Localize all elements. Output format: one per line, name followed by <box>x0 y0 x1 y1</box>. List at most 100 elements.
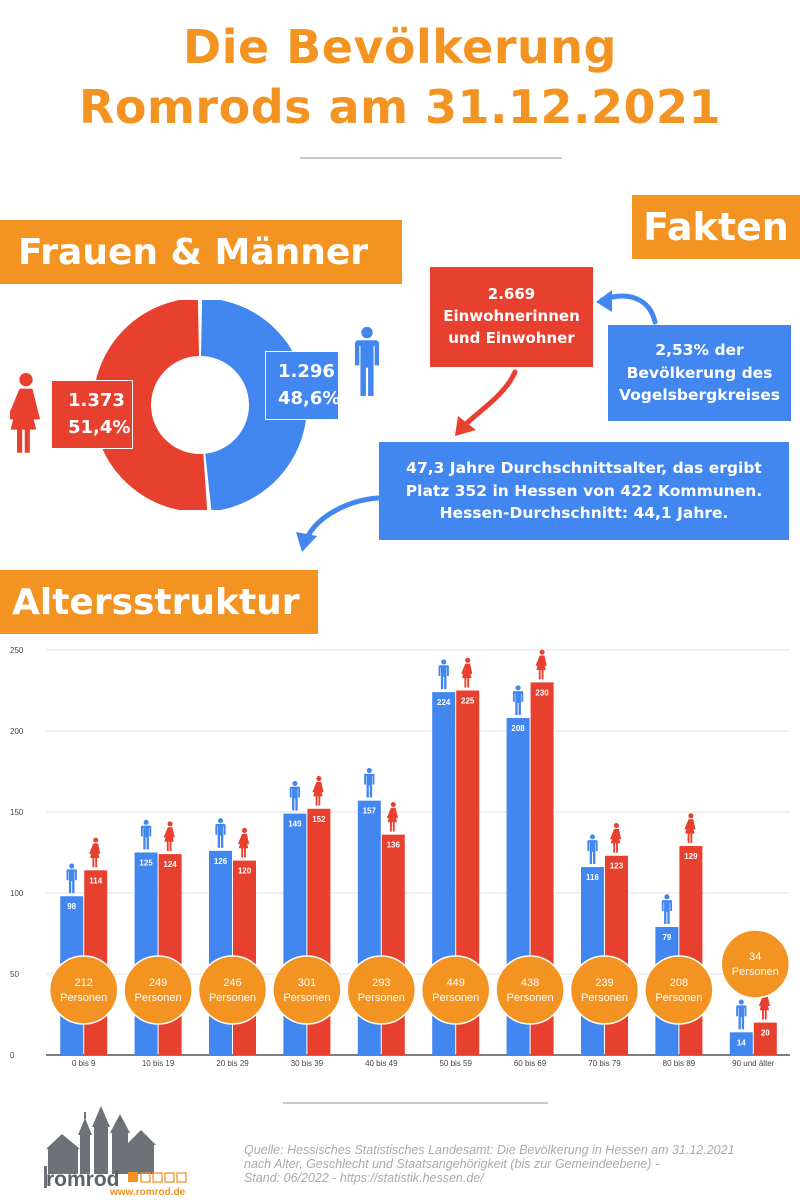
women-count: 1.373 <box>68 390 125 412</box>
castle-icon <box>46 1106 156 1174</box>
total-unit: Personen <box>283 992 330 1004</box>
fact-age-line-1: 47,3 Jahre Durchschnittsalter, das ergib… <box>406 459 762 478</box>
woman-icon <box>461 657 473 688</box>
total-unit: Personen <box>209 992 256 1004</box>
x-tick-label: 40 bis 49 <box>365 1059 398 1068</box>
bar-value-label: 208 <box>511 724 525 733</box>
woman-icon <box>237 827 250 858</box>
bar-value-label: 79 <box>662 933 671 942</box>
total-unit: Personen <box>581 992 628 1004</box>
total-badge <box>495 955 565 1025</box>
page-title-line-2: Romrods am 31.12.2021 <box>78 80 722 134</box>
divider-bottom <box>283 1102 548 1104</box>
total-value: 239 <box>595 977 613 989</box>
fact-total-population: 2.669 Einwohnerinnen und Einwohner <box>430 267 593 367</box>
total-unit: Personen <box>358 992 405 1004</box>
bar <box>729 1032 753 1055</box>
section-title-age: Altersstruktur <box>0 570 318 634</box>
total-badge <box>346 955 417 1025</box>
total-value: 208 <box>670 977 688 989</box>
fact-total-line-3: und Einwohner <box>448 328 575 347</box>
divider-top <box>300 157 562 159</box>
donut-label-women: 1.373 51,4% <box>51 380 133 449</box>
bar-value-label: 157 <box>363 807 377 816</box>
arrow-total-to-age <box>462 369 518 428</box>
fact-share-line-3: Vogelsbergkreises <box>618 386 781 405</box>
y-tick-label: 100 <box>10 889 24 898</box>
source-line-3: Stand: 06/2022 - https://statistik.hesse… <box>244 1171 484 1186</box>
total-value: 438 <box>521 977 539 989</box>
y-tick-label: 250 <box>10 646 24 655</box>
bar-value-label: 120 <box>238 867 252 876</box>
men-percent: 48,6% <box>278 387 341 409</box>
total-badge <box>420 955 491 1025</box>
bar <box>753 1022 777 1055</box>
arrow-share-to-total-head <box>596 290 612 312</box>
arrow-age-to-structure-head <box>296 532 317 552</box>
fact-average-age: 47,3 Jahre Durchschnittsalter, das ergib… <box>379 442 789 540</box>
arrow-total-to-age-head <box>455 416 476 436</box>
source-line-2: nach Alter, Geschlecht und Staatsangehör… <box>244 1157 660 1172</box>
y-tick-label: 0 <box>10 1051 15 1060</box>
bar-value-label: 20 <box>761 1029 770 1038</box>
donut-label-men: 1.296 48,6% <box>265 351 341 420</box>
arrow-age-to-structure <box>304 495 381 541</box>
total-badge <box>48 955 119 1025</box>
total-value: 249 <box>149 977 167 989</box>
logo-squares <box>128 1172 187 1183</box>
bar <box>158 854 182 1055</box>
man-icon <box>364 767 375 798</box>
total-badge <box>569 955 640 1025</box>
woman-icon <box>312 776 324 806</box>
total-unit: Personen <box>507 992 554 1004</box>
total-unit: Personen <box>135 992 182 1004</box>
bar-value-label: 124 <box>163 860 177 869</box>
women-percent: 51,4% <box>68 416 131 438</box>
total-badge <box>123 955 193 1025</box>
woman-icon <box>163 821 175 852</box>
bar-value-label: 116 <box>586 873 599 882</box>
x-tick-label: 20 bis 29 <box>216 1059 249 1068</box>
fact-age-line-2: Platz 352 in Hessen von 422 Kommunen. <box>405 481 763 500</box>
bar-value-label: 129 <box>684 852 698 861</box>
donut-slice-women <box>93 300 208 510</box>
bar-value-label: 126 <box>214 857 228 866</box>
fact-share-line-1: 2,53% der <box>655 341 744 360</box>
total-unit: Personen <box>432 992 479 1004</box>
bar-value-label: 136 <box>387 841 401 850</box>
total-value: 301 <box>298 977 316 989</box>
y-tick-label: 200 <box>10 727 24 736</box>
total-unit: Personen <box>60 992 107 1004</box>
total-badge <box>272 955 342 1025</box>
x-tick-label: 50 bis 59 <box>439 1059 472 1068</box>
bar-value-label: 114 <box>89 876 102 885</box>
man-icon <box>66 863 77 894</box>
bar-value-label: 123 <box>610 862 624 871</box>
x-tick-label: 60 bis 69 <box>514 1059 547 1068</box>
fact-total-line-1: 2.669 <box>487 285 536 304</box>
bar-value-label: 224 <box>437 698 451 707</box>
man-icon <box>512 685 524 716</box>
romrod-logo: romrod www.romrod.de <box>44 1106 187 1198</box>
bar <box>134 852 158 1055</box>
age-structure-chart: 0 50 100 150 200 250 98 114 0 bis 9 125 124 10 bis … <box>10 646 791 1068</box>
x-tick-label: 90 und älter <box>732 1059 775 1068</box>
fact-total-line-2: Einwohnerinnen <box>443 307 580 326</box>
woman-icon <box>684 813 696 844</box>
total-badge <box>720 929 791 999</box>
x-tick-label: 70 bis 79 <box>588 1059 621 1068</box>
woman-icon <box>609 823 622 853</box>
woman-icon <box>535 649 547 680</box>
section-title-gender: Frauen & Männer <box>0 220 402 284</box>
bar-value-label: 225 <box>461 697 475 706</box>
total-badge <box>644 955 714 1025</box>
bar-value-label: 152 <box>312 815 326 824</box>
man-icon <box>736 999 747 1030</box>
total-value: 293 <box>372 977 390 989</box>
logo-frame-left <box>44 1166 47 1188</box>
bar-value-label: 230 <box>535 688 549 697</box>
y-tick-label: 150 <box>10 808 24 817</box>
total-value: 34 <box>749 951 761 963</box>
woman-icon <box>89 837 101 868</box>
total-unit: Personen <box>732 966 779 978</box>
